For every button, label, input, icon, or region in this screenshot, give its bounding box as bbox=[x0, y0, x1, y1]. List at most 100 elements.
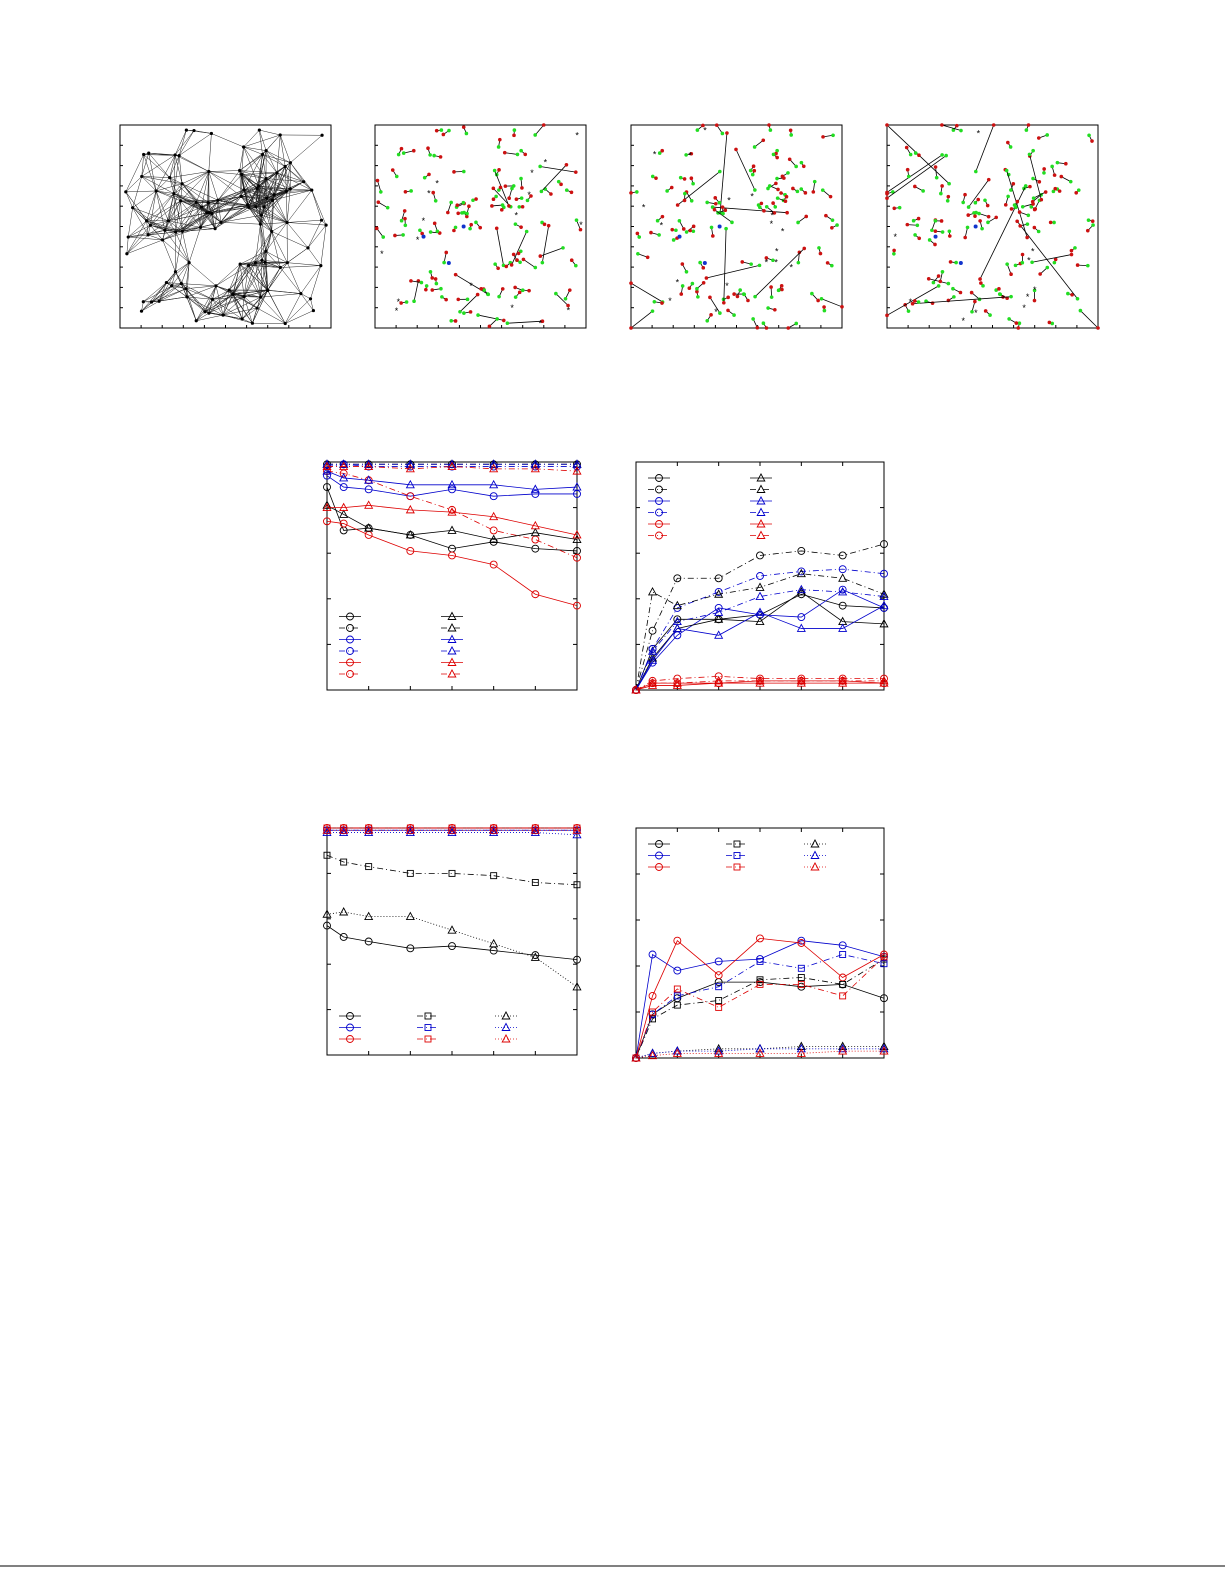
marker bbox=[714, 1048, 724, 1057]
true-position bbox=[927, 238, 932, 242]
anchor-node: * bbox=[527, 190, 531, 200]
estimated-position bbox=[1053, 257, 1058, 262]
estimated-position bbox=[910, 301, 915, 306]
true-position bbox=[474, 220, 478, 225]
network-edge bbox=[132, 207, 169, 222]
network-edge bbox=[284, 166, 291, 190]
true-position bbox=[518, 260, 522, 265]
anchor-node: * bbox=[1033, 285, 1037, 295]
network-edge bbox=[208, 171, 242, 197]
true-position bbox=[1050, 164, 1054, 169]
network-node bbox=[157, 299, 161, 303]
marker bbox=[572, 825, 582, 834]
marker bbox=[755, 675, 765, 685]
marker bbox=[339, 473, 349, 482]
network-edge bbox=[248, 265, 261, 298]
network-edge bbox=[267, 290, 286, 324]
network-edge bbox=[212, 299, 243, 320]
estimated-position bbox=[629, 281, 633, 285]
estimated-position bbox=[452, 170, 456, 174]
network-node bbox=[324, 223, 328, 227]
network-edge bbox=[178, 155, 183, 184]
estimated-position bbox=[917, 236, 922, 241]
beacon-node bbox=[461, 224, 466, 229]
network-node bbox=[311, 308, 315, 313]
network-edge bbox=[265, 262, 281, 268]
estimated-position bbox=[660, 148, 665, 153]
estimated-position bbox=[885, 191, 889, 196]
true-position bbox=[1045, 133, 1049, 137]
network-node bbox=[142, 152, 146, 157]
network-edge bbox=[147, 225, 151, 235]
estimated-position bbox=[441, 132, 446, 137]
marker bbox=[531, 951, 540, 960]
network-edge bbox=[233, 262, 256, 295]
marker bbox=[714, 614, 724, 623]
series-line bbox=[326, 854, 578, 886]
network-edge bbox=[175, 212, 208, 233]
true-position bbox=[680, 284, 685, 288]
true-position bbox=[954, 260, 958, 265]
network-node bbox=[254, 205, 258, 209]
estimated-position bbox=[1032, 225, 1037, 230]
network-edge bbox=[173, 193, 197, 203]
estimated-position bbox=[825, 261, 830, 265]
marker bbox=[714, 630, 724, 639]
estimated-position bbox=[885, 196, 889, 200]
estimated-position bbox=[523, 152, 528, 157]
estimated-position bbox=[782, 176, 786, 180]
marker bbox=[648, 626, 657, 635]
marker bbox=[838, 565, 847, 574]
anchor-node: * bbox=[974, 308, 978, 318]
line-chart bbox=[631, 461, 889, 694]
estimated-position bbox=[1032, 298, 1037, 303]
marker bbox=[323, 517, 331, 526]
network-edge bbox=[265, 231, 272, 252]
anchor-node: * bbox=[579, 220, 583, 230]
network-edge bbox=[143, 154, 170, 178]
network-edge bbox=[181, 283, 217, 287]
estimated-position bbox=[390, 168, 395, 172]
network-node bbox=[124, 190, 128, 194]
network-edge bbox=[242, 318, 253, 324]
marker bbox=[340, 858, 348, 866]
estimated-position bbox=[822, 305, 826, 309]
network-edge bbox=[244, 289, 268, 297]
network-edge bbox=[217, 200, 248, 206]
marker bbox=[489, 534, 499, 543]
legend-marker bbox=[346, 1023, 354, 1032]
network-edge bbox=[267, 289, 301, 294]
marker bbox=[531, 544, 540, 553]
series-line bbox=[635, 1048, 884, 1059]
beacon-node bbox=[677, 234, 682, 239]
estimated-position bbox=[709, 313, 713, 317]
true-position bbox=[1073, 246, 1077, 250]
estimated-position bbox=[828, 194, 833, 199]
true-position bbox=[1013, 263, 1018, 268]
legend-marker bbox=[810, 862, 820, 871]
network-node bbox=[250, 321, 254, 325]
marker bbox=[405, 825, 415, 834]
error-line bbox=[1006, 170, 1028, 238]
network-edge bbox=[265, 251, 281, 268]
true-position bbox=[974, 169, 978, 174]
estimated-position bbox=[905, 222, 910, 227]
true-position bbox=[970, 309, 974, 314]
network-edge bbox=[173, 183, 183, 194]
network-edge bbox=[181, 183, 210, 213]
estimated-position bbox=[969, 290, 974, 295]
estimated-position bbox=[527, 288, 531, 293]
network-edge bbox=[266, 197, 288, 223]
network-node bbox=[177, 153, 181, 158]
estimated-position bbox=[1085, 228, 1090, 233]
network-edge bbox=[286, 191, 288, 223]
estimated-position bbox=[649, 230, 653, 235]
network-edge bbox=[233, 294, 243, 320]
network-edge bbox=[208, 202, 216, 229]
true-position bbox=[1045, 265, 1050, 270]
marker bbox=[647, 587, 658, 596]
network-edge bbox=[243, 189, 261, 225]
network-edge bbox=[243, 146, 259, 186]
estimated-position bbox=[461, 125, 466, 129]
network-edge bbox=[158, 282, 167, 302]
